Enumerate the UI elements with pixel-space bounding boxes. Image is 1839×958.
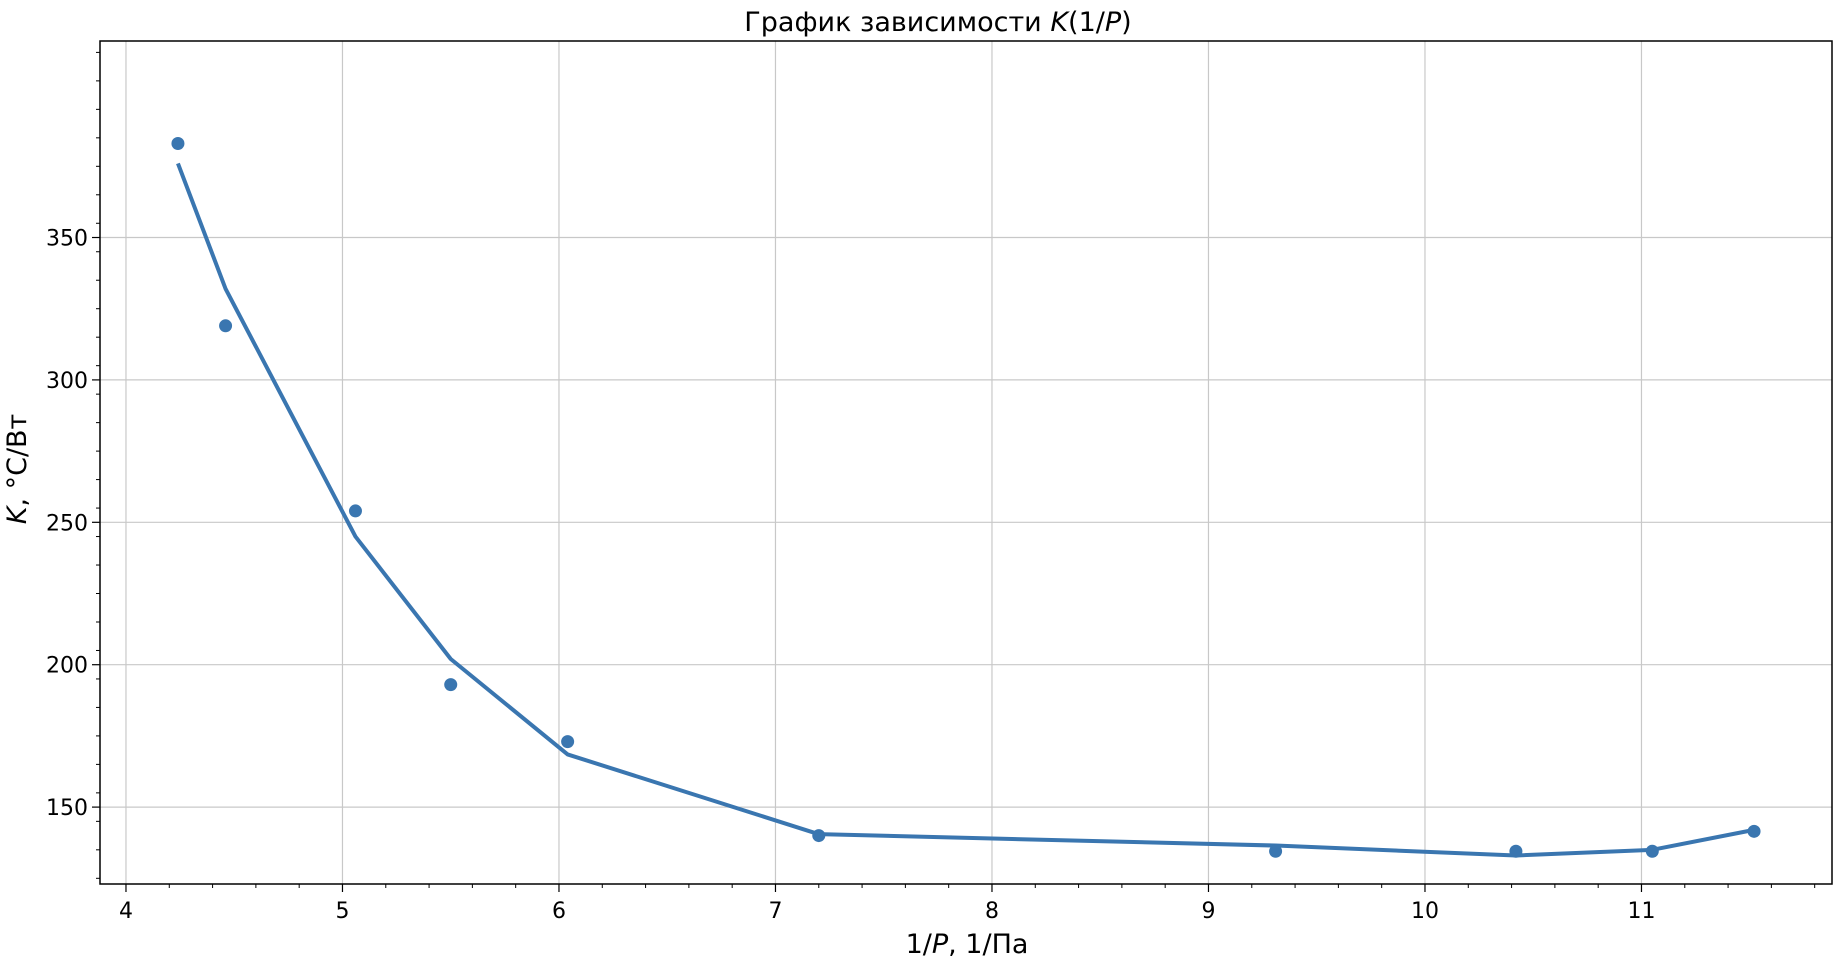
x-axis-title: 1/P, 1/Па: [906, 929, 1029, 958]
y-tick-label: 150: [46, 796, 88, 821]
y-axis-title-suffix: , °C/Вт: [2, 414, 33, 507]
y-tick-label: 250: [46, 511, 88, 536]
y-tick-label: 300: [46, 369, 88, 394]
y-tick-label: 200: [46, 654, 88, 679]
x-tick-label: 7: [768, 899, 782, 924]
y-tick-labels: 150 200 250 300 350: [46, 227, 88, 822]
fit-line: [176, 162, 1755, 858]
y-axis-title-math: K: [2, 504, 33, 524]
x-tick-label: 10: [1411, 899, 1439, 924]
chart-title-suffix: (1/: [1068, 7, 1106, 38]
data-point: [219, 319, 233, 333]
x-axis-title-prefix: 1/: [906, 929, 933, 958]
x-tick-label: 6: [552, 899, 566, 924]
chart-title-math2: P: [1105, 7, 1122, 38]
x-tick-label: 11: [1627, 899, 1655, 924]
data-point: [171, 137, 185, 151]
x-tick-label: 8: [985, 899, 999, 924]
chart-title-math: K: [1050, 7, 1070, 38]
x-tick-label: 4: [119, 899, 133, 924]
data-point: [561, 735, 575, 749]
y-tick-label: 350: [46, 227, 88, 252]
plot-frame: [99, 40, 1833, 885]
grid: [100, 41, 1832, 884]
chart-title-end: ): [1121, 7, 1132, 38]
data-point: [1509, 844, 1523, 858]
x-tick-labels: 4 5 6 7 8 9 10 11: [119, 899, 1655, 924]
x-tick-label: 5: [335, 899, 349, 924]
data-point: [1645, 844, 1659, 858]
scatter-points: [171, 137, 1761, 858]
x-axis-title-math: P: [932, 929, 949, 958]
data-point: [348, 504, 362, 518]
chart-title-text: График зависимости: [744, 7, 1050, 38]
data-point: [1747, 824, 1761, 838]
data-point: [444, 678, 458, 692]
x-axis-title-suffix: , 1/Па: [948, 929, 1028, 958]
data-point: [1269, 844, 1283, 858]
chart-title: График зависимости K(1/P): [744, 7, 1131, 38]
data-point: [812, 829, 826, 843]
series-layer: [171, 137, 1761, 858]
x-tick-label: 9: [1201, 899, 1215, 924]
y-axis-title: K, °C/Вт: [2, 414, 33, 525]
major-ticks: [92, 236, 1643, 892]
